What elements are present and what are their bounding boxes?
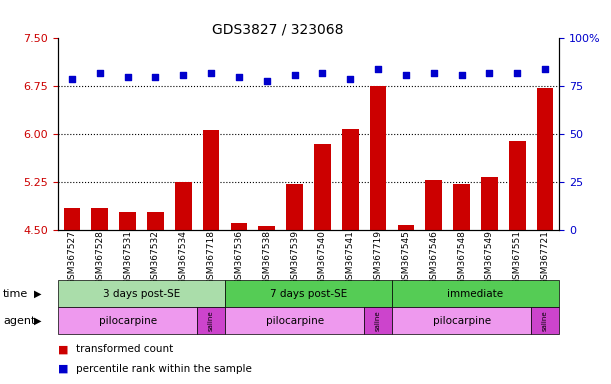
Point: [345, 76, 355, 82]
Bar: [537, 88, 554, 384]
Bar: [64, 208, 80, 384]
Bar: [392, 307, 531, 334]
Text: immediate: immediate: [447, 289, 503, 299]
Text: GSM367527: GSM367527: [67, 230, 76, 285]
Text: saline: saline: [375, 310, 381, 331]
Bar: [175, 182, 192, 384]
Bar: [509, 141, 525, 384]
Text: GSM367541: GSM367541: [346, 230, 355, 285]
Point: [513, 70, 522, 76]
Point: [150, 74, 160, 80]
Text: time: time: [3, 289, 28, 299]
Text: GSM367534: GSM367534: [179, 230, 188, 285]
Point: [318, 70, 327, 76]
Text: saline: saline: [542, 310, 548, 331]
Text: GSM367536: GSM367536: [235, 230, 243, 285]
Bar: [370, 86, 387, 384]
Text: pilocarpine: pilocarpine: [433, 316, 491, 326]
Point: [67, 76, 77, 82]
Text: GSM367538: GSM367538: [262, 230, 271, 285]
Bar: [230, 223, 247, 384]
Text: ▶: ▶: [34, 316, 41, 326]
Text: GSM367540: GSM367540: [318, 230, 327, 285]
Bar: [481, 177, 498, 384]
Bar: [453, 184, 470, 384]
Text: GSM367719: GSM367719: [374, 230, 382, 285]
Point: [485, 70, 494, 76]
Text: GSM367532: GSM367532: [151, 230, 160, 285]
Text: percentile rank within the sample: percentile rank within the sample: [76, 364, 252, 374]
Point: [290, 72, 299, 78]
Text: 7 days post-SE: 7 days post-SE: [270, 289, 347, 299]
Text: GSM367549: GSM367549: [485, 230, 494, 285]
Text: GSM367528: GSM367528: [95, 230, 104, 285]
Point: [457, 72, 467, 78]
Text: GSM367545: GSM367545: [401, 230, 411, 285]
Bar: [425, 180, 442, 384]
Point: [95, 70, 104, 76]
Text: ▶: ▶: [34, 289, 41, 299]
Text: transformed count: transformed count: [76, 344, 174, 354]
Bar: [58, 280, 225, 307]
Bar: [119, 212, 136, 384]
Text: GSM367551: GSM367551: [513, 230, 522, 285]
Text: GSM367721: GSM367721: [541, 230, 550, 285]
Text: GSM367718: GSM367718: [207, 230, 216, 285]
Bar: [58, 307, 197, 334]
Point: [178, 72, 188, 78]
Bar: [287, 184, 303, 384]
Text: agent: agent: [3, 316, 35, 326]
Bar: [392, 280, 559, 307]
Bar: [225, 307, 364, 334]
Bar: [342, 129, 359, 384]
Text: GDS3827 / 323068: GDS3827 / 323068: [212, 23, 344, 36]
Bar: [197, 307, 225, 334]
Point: [207, 70, 216, 76]
Point: [540, 66, 550, 72]
Text: GSM367531: GSM367531: [123, 230, 132, 285]
Bar: [398, 225, 414, 384]
Point: [123, 74, 133, 80]
Bar: [203, 130, 219, 384]
Bar: [364, 307, 392, 334]
Bar: [225, 280, 392, 307]
Text: GSM367548: GSM367548: [457, 230, 466, 285]
Point: [234, 74, 244, 80]
Bar: [147, 212, 164, 384]
Bar: [92, 208, 108, 384]
Point: [262, 78, 272, 84]
Bar: [314, 144, 331, 384]
Point: [373, 66, 383, 72]
Text: ■: ■: [58, 344, 68, 354]
Text: GSM367539: GSM367539: [290, 230, 299, 285]
Text: ■: ■: [58, 364, 68, 374]
Text: pilocarpine: pilocarpine: [98, 316, 156, 326]
Text: GSM367546: GSM367546: [430, 230, 438, 285]
Text: pilocarpine: pilocarpine: [266, 316, 324, 326]
Point: [401, 72, 411, 78]
Bar: [531, 307, 559, 334]
Text: saline: saline: [208, 310, 214, 331]
Bar: [258, 226, 275, 384]
Point: [429, 70, 439, 76]
Text: 3 days post-SE: 3 days post-SE: [103, 289, 180, 299]
